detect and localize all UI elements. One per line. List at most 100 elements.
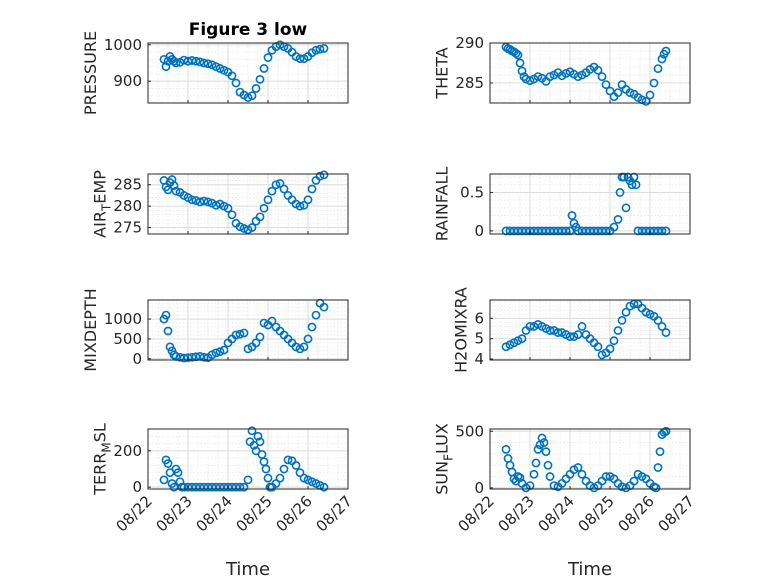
y-tick-label: 6	[474, 309, 484, 327]
data-point	[299, 200, 309, 210]
data-point	[267, 186, 277, 196]
axes-box	[489, 428, 691, 490]
data-point	[529, 469, 539, 479]
series-markers	[159, 426, 329, 492]
data-point	[251, 338, 261, 348]
axes-box	[489, 173, 691, 235]
data-point	[501, 444, 511, 454]
data-point	[169, 482, 179, 492]
x-tick-label: 08/23	[495, 492, 538, 535]
data-point	[613, 214, 623, 224]
data-point	[311, 45, 321, 55]
data-point	[183, 482, 193, 492]
data-point	[613, 326, 623, 335]
data-point	[271, 479, 281, 488]
data-point	[605, 344, 615, 354]
data-point	[661, 226, 671, 236]
data-point	[513, 50, 523, 60]
data-point	[629, 172, 639, 182]
data-point	[519, 72, 529, 81]
data-point	[235, 482, 245, 492]
data-point	[259, 203, 269, 213]
data-point	[171, 58, 181, 68]
x-tick-label: 08/25	[575, 492, 618, 535]
y-axis-label: SUNFLUX	[433, 423, 456, 495]
axes-box	[147, 299, 349, 361]
data-point	[261, 464, 271, 474]
data-point	[267, 316, 277, 326]
data-point	[621, 203, 631, 213]
data-point	[525, 76, 535, 85]
data-point	[601, 80, 611, 89]
data-point	[601, 472, 611, 481]
y-tick-label: 0.5	[460, 183, 484, 201]
data-point	[295, 54, 305, 64]
data-point	[539, 438, 549, 447]
y-tick-label: 200	[113, 442, 142, 460]
y-tick-label: 280	[113, 197, 142, 215]
y-tick-label: 0	[474, 222, 484, 240]
series-markers	[159, 40, 329, 102]
data-point	[173, 468, 183, 478]
series-markers	[501, 299, 671, 360]
data-point	[263, 53, 273, 62]
data-point	[215, 482, 225, 492]
data-point	[161, 310, 171, 320]
y-tick-label: 290	[455, 34, 484, 52]
data-point	[199, 58, 209, 68]
data-point	[169, 56, 179, 66]
y-tick-label: 275	[113, 219, 142, 237]
data-point	[655, 447, 665, 457]
data-point	[615, 188, 625, 197]
data-point	[631, 180, 641, 190]
data-point	[609, 336, 619, 346]
series-markers	[501, 172, 671, 236]
data-point	[537, 433, 547, 443]
data-point	[239, 482, 249, 492]
x-tick-label: 08/23	[153, 492, 196, 535]
y-axis-label: MIXDEPTH	[81, 288, 100, 371]
y-tick-label: 0	[132, 478, 142, 496]
data-point	[311, 310, 321, 320]
data-point	[303, 334, 313, 344]
data-point	[545, 472, 555, 481]
data-point	[279, 184, 289, 194]
data-point	[649, 78, 659, 88]
data-point	[223, 482, 233, 492]
data-point	[543, 460, 553, 470]
data-point	[593, 65, 603, 75]
data-point	[609, 222, 619, 232]
series-markers	[159, 298, 329, 363]
data-point	[307, 322, 317, 332]
axes-box	[147, 173, 349, 235]
data-point	[303, 195, 313, 205]
data-point	[255, 212, 265, 222]
y-tick-label: 500	[455, 422, 484, 440]
y-tick-label: 900	[113, 72, 142, 90]
data-point	[215, 347, 225, 357]
data-point	[567, 211, 577, 220]
data-point	[533, 72, 543, 81]
data-point	[255, 332, 265, 342]
data-point	[601, 226, 611, 236]
data-point	[231, 78, 241, 88]
data-point	[517, 334, 527, 344]
y-axis-label: THETA	[433, 47, 452, 99]
data-point	[227, 210, 237, 220]
x-tick-label: 08/24	[535, 492, 578, 535]
data-point	[235, 222, 245, 232]
data-point	[243, 475, 253, 485]
data-point	[183, 56, 193, 66]
data-point	[517, 66, 527, 76]
data-point	[179, 55, 189, 65]
data-point	[255, 437, 265, 447]
data-point	[295, 201, 305, 211]
data-point	[531, 458, 541, 468]
data-point	[207, 482, 217, 492]
x-axis-label: Time	[225, 559, 270, 580]
x-tick-label: 08/25	[233, 492, 276, 535]
data-point	[175, 477, 185, 487]
